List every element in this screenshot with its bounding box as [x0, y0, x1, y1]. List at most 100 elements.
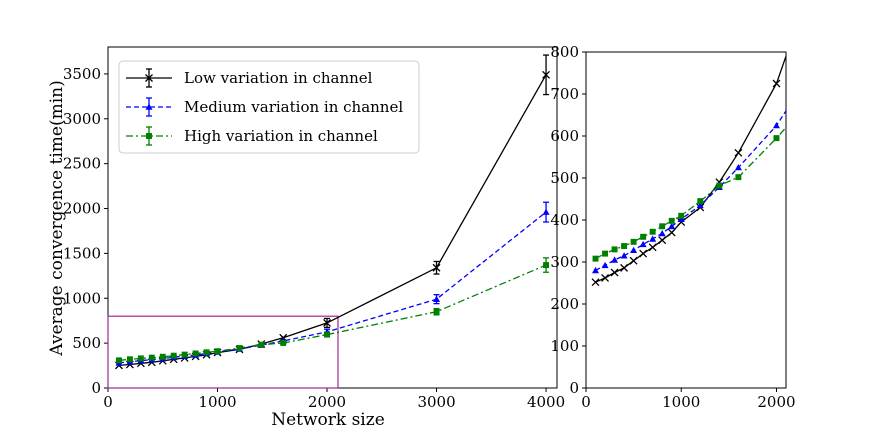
- marker-triangle: [620, 252, 628, 259]
- y-tick-label: 2000: [63, 200, 101, 218]
- y-tick-label: 100: [550, 337, 579, 355]
- marker-square: [214, 348, 221, 355]
- marker-triangle: [542, 208, 550, 215]
- main-x-axis-label: Network size: [271, 410, 385, 430]
- y-tick-label: 300: [550, 253, 579, 271]
- marker-x: [648, 243, 657, 252]
- marker-x: [610, 268, 619, 277]
- plot-frame: [585, 51, 787, 389]
- series-line: [118, 264, 547, 362]
- marker-square: [159, 353, 166, 360]
- y-tick-label: 3500: [63, 65, 101, 83]
- marker-square: [621, 243, 628, 250]
- marker-x: [323, 318, 331, 327]
- marker-square: [126, 356, 133, 363]
- marker-triangle: [649, 235, 657, 242]
- marker-square: [192, 350, 199, 357]
- marker-triangle: [668, 222, 676, 230]
- marker-triangle: [145, 103, 153, 110]
- marker-triangle: [433, 295, 441, 302]
- marker-triangle: [630, 246, 638, 254]
- x-tick-label: 1000: [198, 393, 236, 411]
- y-tick-label: 2500: [63, 155, 101, 173]
- marker-square: [170, 352, 177, 359]
- series-square: [592, 127, 786, 262]
- marker-x: [677, 218, 686, 227]
- marker-x: [639, 249, 648, 258]
- x-tick-label: 0: [103, 393, 113, 411]
- y-tick-label: 1000: [63, 289, 101, 307]
- x-tick-label: 2000: [757, 393, 795, 411]
- marker-x: [145, 74, 153, 82]
- inset-chart: 0 1000 2000 0 100 200 300 400 500 600 700 800: [550, 43, 795, 411]
- y-tick-label: 1500: [63, 244, 101, 262]
- marker-square: [649, 228, 656, 235]
- y-tick-label: 700: [550, 85, 579, 103]
- legend-label: High variation in channel: [184, 127, 378, 145]
- marker-square: [640, 233, 647, 240]
- series-triangle: [592, 110, 786, 274]
- marker-square: [716, 182, 723, 189]
- marker-square: [668, 217, 675, 224]
- legend-label: Low variation in channel: [184, 69, 373, 87]
- marker-triangle: [734, 164, 742, 171]
- x-tick-label: 3000: [417, 393, 455, 411]
- marker-x: [658, 236, 667, 245]
- marker-triangle: [658, 229, 666, 237]
- legend-frame: [118, 60, 420, 154]
- x-tick-label: 4000: [527, 393, 565, 411]
- marker-square: [236, 345, 243, 352]
- legend-label: Medium variation in channel: [184, 98, 403, 116]
- marker-square: [735, 174, 742, 181]
- y-tick-label: 500: [72, 334, 101, 352]
- main-y-axis-label: Average convergence time(min): [47, 80, 67, 356]
- marker-x: [432, 263, 441, 272]
- marker-square: [659, 223, 666, 230]
- main-chart: 0 1000 2000 3000 4000 0 500 1000 1500 2000 2500 300…: [63, 46, 565, 411]
- series-square: [115, 257, 550, 364]
- marker-square: [543, 262, 550, 269]
- plot-area: [591, 55, 786, 287]
- legend: Low variation in channel Medium variation…: [118, 60, 420, 154]
- x-tick-label: 0: [581, 393, 591, 411]
- marker-square: [280, 339, 287, 346]
- y-tick-label: 600: [550, 127, 579, 145]
- series-x: [591, 55, 786, 287]
- series-line: [118, 74, 547, 367]
- marker-square: [146, 133, 152, 139]
- x-tick-label: 2000: [308, 393, 346, 411]
- marker-square: [611, 246, 618, 253]
- marker-x: [734, 148, 743, 157]
- series-line: [595, 127, 786, 260]
- marker-triangle: [639, 240, 647, 248]
- marker-triangle: [772, 122, 780, 129]
- marker-square: [137, 355, 144, 362]
- marker-triangle: [592, 266, 600, 274]
- marker-triangle: [677, 215, 685, 222]
- marker-square: [773, 135, 780, 142]
- y-tick-label: 0: [569, 379, 579, 397]
- series-triangle: [115, 201, 550, 366]
- marker-triangle: [696, 201, 704, 209]
- marker-x: [772, 79, 781, 88]
- marker-square: [115, 357, 122, 364]
- plot-area: [114, 54, 551, 370]
- y-tick-label: 500: [550, 169, 579, 187]
- marker-x: [591, 278, 600, 287]
- marker-x: [601, 274, 610, 282]
- marker-square: [148, 354, 155, 361]
- marker-x: [542, 70, 551, 79]
- series-line: [118, 211, 547, 364]
- x-tick-label: 1000: [662, 393, 700, 411]
- y-tick-label: 0: [91, 379, 101, 397]
- marker-square: [203, 349, 210, 356]
- y-tick-label: 3000: [63, 110, 101, 128]
- marker-square: [678, 212, 685, 219]
- marker-square: [630, 238, 637, 245]
- marker-x: [629, 256, 638, 265]
- marker-square: [181, 351, 188, 358]
- marker-square: [324, 331, 330, 338]
- marker-x: [667, 228, 676, 237]
- marker-x: [620, 263, 629, 272]
